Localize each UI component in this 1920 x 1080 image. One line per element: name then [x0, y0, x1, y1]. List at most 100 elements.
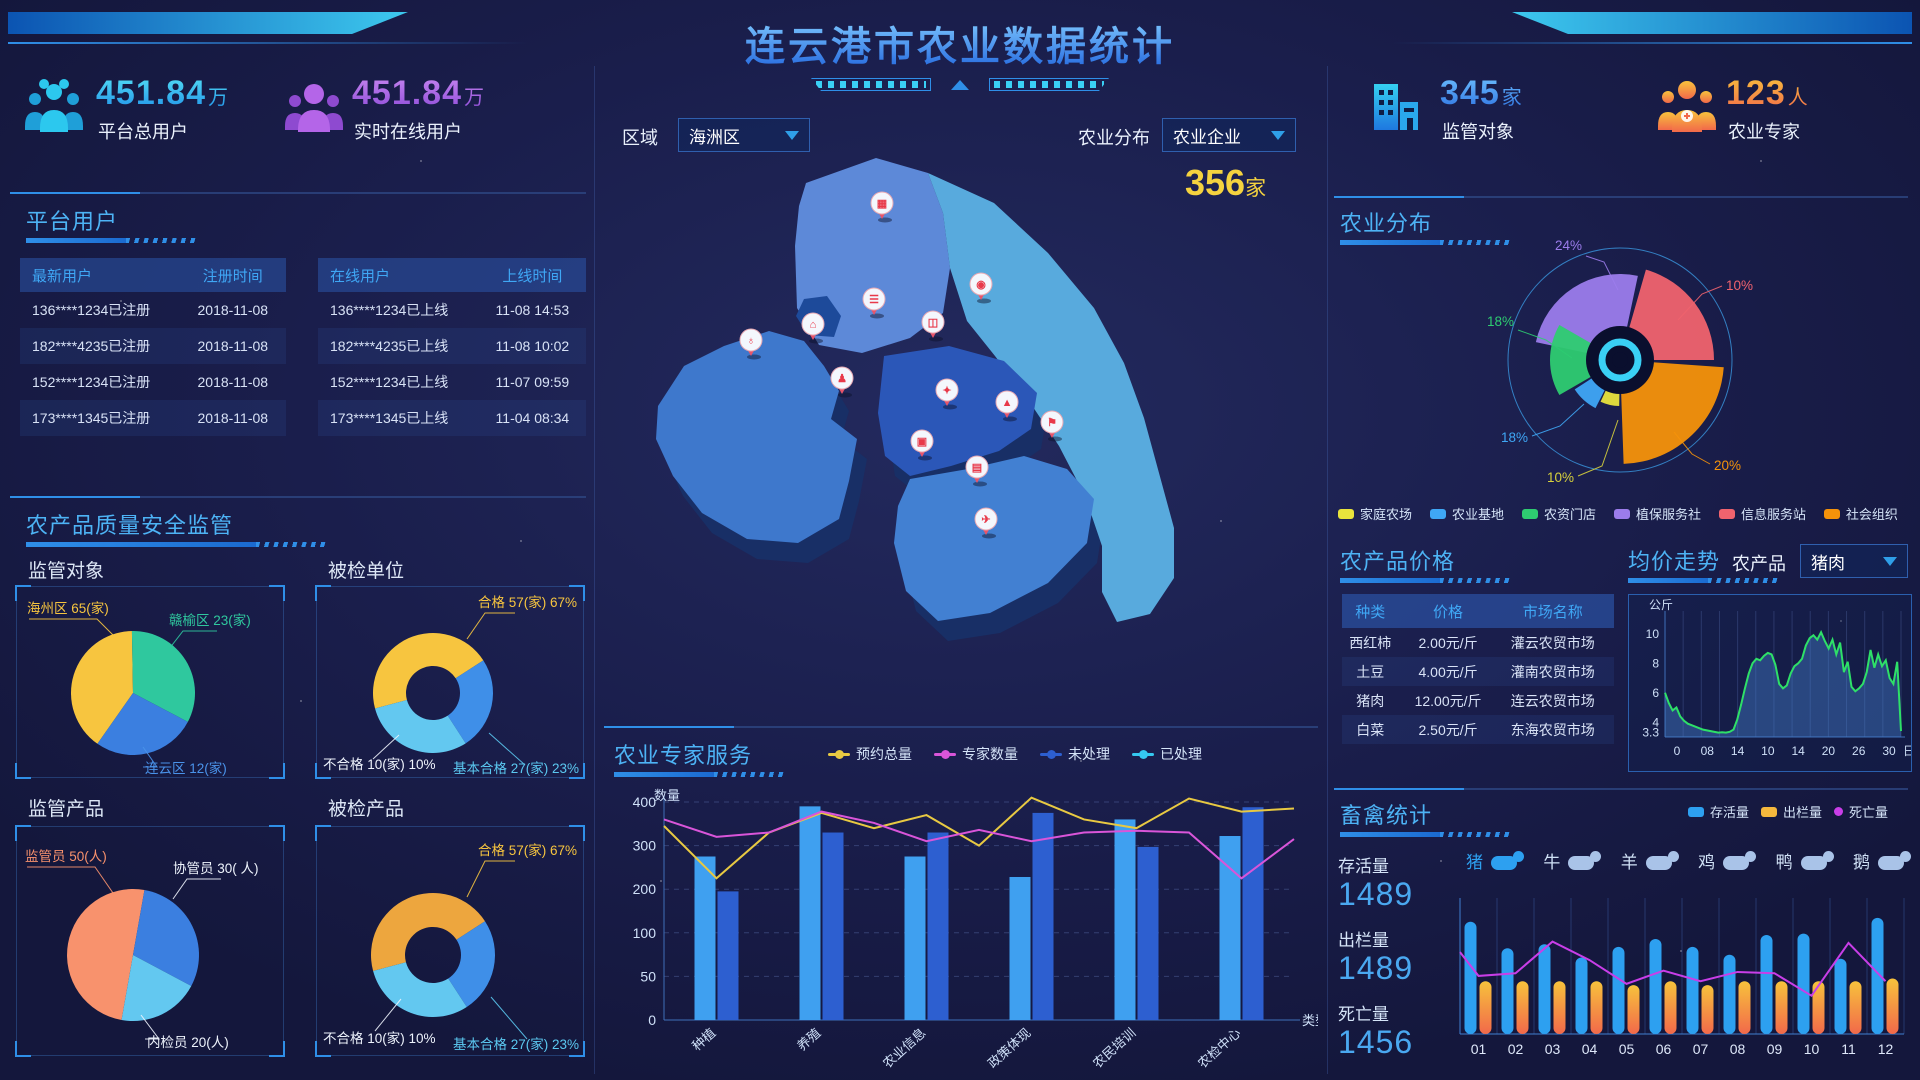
- realtime-users-label: 实时在线用户: [354, 122, 462, 142]
- legend-item[interactable]: 专家数量: [934, 744, 1018, 764]
- distribution-legend: 家庭农场 农业基地 农资门店 植保服务社 信息服务站 社会组织: [1338, 504, 1910, 523]
- table-row: 土豆 4.00元/斤 灌南农贸市场: [1342, 657, 1614, 686]
- animal-tabs: 猪牛羊鸡鸭鹅: [1466, 848, 1912, 873]
- pie-panel-supervision-target: 海州区 65(家) 赣榆区 23(家) 连云区 12(家): [15, 585, 285, 779]
- svg-text:8: 8: [1652, 656, 1659, 670]
- slaughter-value: 1489: [1338, 950, 1414, 986]
- map-pin[interactable]: ☰: [862, 287, 886, 319]
- table-row: 西红柿 2.00元/斤 灌云农贸市场: [1349, 634, 1595, 651]
- table-row: 173****1345已注册 2018-11-08: [20, 400, 286, 436]
- svg-text:10%: 10%: [1726, 278, 1753, 293]
- experts-count-value: 123 人: [1726, 74, 1809, 112]
- trend-product-select[interactable]: 猪肉: [1800, 544, 1908, 578]
- livestock-chart: 01 02 03 04 05 06 07 08 09 10 11 12: [1459, 898, 1905, 1057]
- legend-item[interactable]: 农资门店: [1521, 504, 1596, 523]
- map-pin[interactable]: ▤: [965, 455, 989, 487]
- section-divider: [1334, 196, 1908, 198]
- chevron-down-icon: [1271, 130, 1285, 140]
- animal-tab-羊[interactable]: 羊: [1621, 848, 1680, 873]
- svg-text:01: 01: [1471, 1041, 1487, 1057]
- supervised-count-label: 监管对象: [1442, 122, 1514, 142]
- section-divider: [1334, 788, 1908, 790]
- map-district-north[interactable]: [795, 158, 950, 353]
- map-pin[interactable]: ♁: [739, 328, 763, 360]
- table-header: 最新用户 注册时间: [20, 258, 286, 292]
- pie-title-inspected-units: 被检单位: [328, 561, 405, 582]
- experts-icon: [1658, 81, 1716, 132]
- svg-text:◫: ◫: [928, 317, 938, 329]
- trend-section-title: 均价走势: [1628, 549, 1721, 574]
- title-underline-decoration: [811, 78, 1109, 91]
- svg-text:11: 11: [1841, 1041, 1856, 1057]
- map-pin[interactable]: ✈: [974, 507, 998, 539]
- animal-tab-牛[interactable]: 牛: [1543, 848, 1602, 873]
- svg-text:合格 57(家) 67%: 合格 57(家) 67%: [478, 842, 577, 858]
- table-row: 152****1234已上线 11-07 09:59: [330, 374, 570, 390]
- map-pin[interactable]: ⌂: [801, 312, 825, 344]
- legend-item[interactable]: 死亡量: [1834, 802, 1888, 821]
- death-label: 死亡量: [1338, 1005, 1389, 1024]
- map-pin[interactable]: ▣: [910, 429, 934, 461]
- section-divider: [10, 496, 586, 498]
- svg-text:10: 10: [1761, 744, 1775, 758]
- region-select[interactable]: 海洲区: [678, 118, 810, 152]
- chevron-down-icon: [1883, 556, 1897, 566]
- legend-item[interactable]: 信息服务站: [1718, 504, 1806, 523]
- livestock-legend: 存活量 出栏量 死亡量: [1688, 802, 1900, 821]
- map-district-west[interactable]: [656, 331, 857, 543]
- supervision-section-title: 农产品质量安全监管: [26, 513, 234, 538]
- map-pin[interactable]: ◉: [969, 272, 993, 304]
- svg-text:农检中心: 农检中心: [1195, 1025, 1244, 1071]
- distribution-label: 农业分布: [1078, 128, 1150, 148]
- realtime-users-value: 451.84 万: [352, 74, 485, 112]
- map-pin[interactable]: ✦: [935, 378, 959, 410]
- svg-text:⌂: ⌂: [810, 319, 817, 331]
- death-value: 1456: [1338, 1024, 1414, 1060]
- svg-text:基本合格 27(家) 23%: 基本合格 27(家) 23%: [453, 760, 579, 776]
- svg-text:14: 14: [1731, 744, 1745, 758]
- svg-text:数量: 数量: [654, 788, 680, 803]
- map-pin[interactable]: ♟: [830, 366, 854, 398]
- animal-tab-猪[interactable]: 猪: [1466, 848, 1525, 873]
- legend-item[interactable]: 农业基地: [1429, 504, 1504, 523]
- legend-item[interactable]: 家庭农场: [1338, 504, 1412, 523]
- expert-service-legend: 预约总量 专家数量 未处理 已处理: [828, 744, 1224, 764]
- section-title-decoration: [26, 238, 196, 243]
- map-pin[interactable]: ◫: [921, 310, 945, 342]
- svg-text:种植: 种植: [689, 1025, 718, 1054]
- legend-item[interactable]: 未处理: [1040, 744, 1110, 764]
- trend-product-label: 农产品: [1732, 554, 1786, 574]
- svg-text:20: 20: [1822, 744, 1836, 758]
- platform-users-icon: [25, 79, 83, 132]
- map-pin[interactable]: ▲: [995, 390, 1019, 422]
- svg-text:◉: ◉: [976, 279, 986, 291]
- distribution-select[interactable]: 农业企业: [1162, 118, 1296, 152]
- distribution-selected-value: 农业企业: [1173, 127, 1241, 147]
- animal-tab-鸭[interactable]: 鸭: [1776, 848, 1835, 873]
- animal-tab-鹅[interactable]: 鹅: [1853, 848, 1912, 873]
- map-pin[interactable]: ⚑: [1040, 410, 1064, 442]
- price-table: 种类 价格 市场名称 西红柿 2.00元/斤 灌云农贸市场 土豆 4.00元/斤 灌南农贸市场猪…: [1342, 594, 1614, 744]
- region-label: 区域: [622, 128, 658, 148]
- legend-item[interactable]: 存活量: [1688, 802, 1749, 821]
- alive-value: 1489: [1338, 876, 1414, 912]
- pie-title-inspected-products: 被检产品: [328, 799, 405, 820]
- legend-item[interactable]: 已处理: [1132, 744, 1202, 764]
- legend-item[interactable]: 预约总量: [828, 744, 912, 764]
- map-pin[interactable]: ▦: [870, 191, 894, 223]
- table-row: 182****4235已上线 11-08 10:02: [318, 328, 586, 364]
- svg-text:20%: 20%: [1714, 458, 1741, 473]
- table-header: 种类 价格 市场名称: [1342, 594, 1614, 628]
- header-line-left: [8, 42, 528, 44]
- online-users-icon: [285, 84, 343, 132]
- svg-text:02: 02: [1508, 1041, 1524, 1057]
- legend-item[interactable]: 出栏量: [1761, 802, 1822, 821]
- svg-text:☰: ☰: [869, 294, 879, 306]
- legend-item[interactable]: 植保服务社: [1613, 504, 1701, 523]
- animal-tab-鸡[interactable]: 鸡: [1698, 848, 1757, 873]
- map-district-south[interactable]: [894, 456, 1094, 621]
- table-row: 182****4235已注册 2018-11-08: [20, 328, 286, 364]
- legend-item[interactable]: 社会组织: [1823, 504, 1898, 523]
- table-row: 白菜 2.50元/斤 东海农贸市场: [1342, 715, 1614, 744]
- svg-text:24%: 24%: [1555, 238, 1582, 253]
